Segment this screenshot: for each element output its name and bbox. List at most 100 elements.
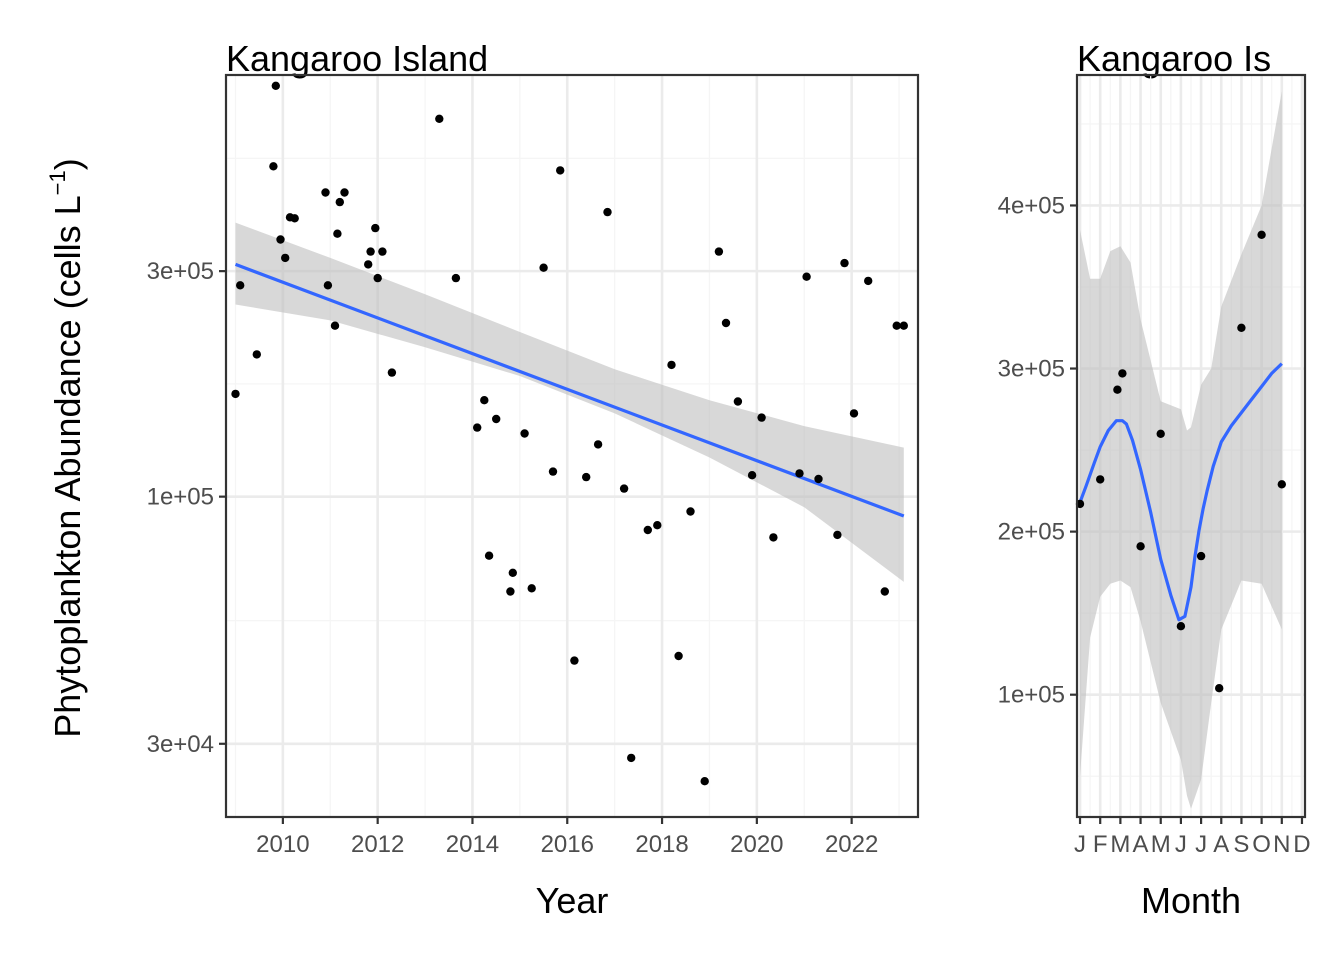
data-point bbox=[506, 587, 515, 596]
panel-year-x-axis: 2010 2012 2014 2016 2018 2020 2022 bbox=[256, 817, 878, 858]
data-point bbox=[473, 423, 482, 432]
x-tick-label: 2014 bbox=[446, 831, 499, 858]
data-point bbox=[333, 229, 342, 238]
data-point bbox=[527, 584, 536, 593]
panel-month-ribbon bbox=[1080, 91, 1282, 809]
data-point bbox=[1215, 684, 1224, 693]
data-point bbox=[582, 472, 591, 482]
y-tick-label: 1e+05 bbox=[147, 484, 214, 511]
panel-year-x-axis-title: Year bbox=[536, 880, 609, 921]
data-point bbox=[747, 471, 757, 480]
data-point bbox=[603, 207, 612, 217]
data-point bbox=[508, 568, 517, 577]
data-point bbox=[700, 777, 709, 786]
data-point bbox=[252, 350, 261, 359]
data-point bbox=[330, 321, 340, 330]
data-point bbox=[1156, 429, 1165, 438]
data-point bbox=[619, 484, 629, 493]
panel-year-border bbox=[224, 73, 920, 819]
x-tick-label: 2020 bbox=[730, 831, 783, 858]
data-point bbox=[627, 753, 636, 763]
data-point bbox=[653, 521, 662, 530]
data-point bbox=[686, 507, 695, 516]
data-point bbox=[714, 247, 724, 256]
data-point bbox=[757, 413, 766, 422]
data-point bbox=[864, 276, 873, 286]
x-tick-label: N bbox=[1273, 831, 1290, 858]
confidence-ribbon bbox=[1080, 91, 1282, 809]
data-point bbox=[520, 429, 529, 438]
data-point bbox=[231, 389, 240, 399]
data-point bbox=[321, 188, 330, 197]
x-tick-label: 2010 bbox=[256, 831, 309, 858]
data-point bbox=[795, 469, 804, 478]
panel-month-y-axis: 1e+05 2e+05 3e+05 4e+05 bbox=[998, 192, 1077, 709]
data-point bbox=[373, 273, 382, 283]
data-point bbox=[833, 530, 842, 540]
data-point bbox=[271, 81, 280, 91]
smooth-trend-line bbox=[1078, 362, 1283, 622]
data-point bbox=[570, 656, 579, 665]
data-point bbox=[492, 414, 501, 424]
data-point bbox=[721, 318, 731, 328]
panel-year-ribbon bbox=[235, 222, 904, 582]
y-tick-label: 3e+05 bbox=[147, 258, 214, 285]
data-point bbox=[276, 235, 285, 244]
panel-year-grid bbox=[226, 75, 918, 817]
x-tick-label: 2018 bbox=[635, 831, 688, 858]
panel-month-border bbox=[1075, 73, 1307, 819]
data-point bbox=[1237, 323, 1246, 332]
x-tick-label: 2016 bbox=[541, 831, 594, 858]
data-point bbox=[290, 214, 299, 223]
data-point bbox=[674, 651, 683, 661]
data-point bbox=[1176, 622, 1186, 631]
data-point bbox=[281, 253, 290, 263]
y-tick-label: 4e+05 bbox=[998, 192, 1065, 219]
x-tick-label: A bbox=[1133, 831, 1149, 858]
data-point bbox=[1113, 385, 1122, 394]
confidence-ribbon bbox=[235, 222, 904, 582]
x-tick-label: A bbox=[1213, 831, 1229, 858]
x-tick-label: J bbox=[1195, 831, 1207, 858]
data-point bbox=[548, 467, 558, 476]
x-tick-label: F bbox=[1093, 831, 1108, 858]
data-point bbox=[892, 321, 901, 330]
data-point bbox=[802, 272, 811, 281]
x-tick-label: J bbox=[1175, 831, 1187, 858]
panel-month-smooth bbox=[1078, 362, 1283, 622]
data-point bbox=[366, 247, 375, 256]
panel-year-y-axis: 3e+04 1e+05 3e+05 bbox=[147, 258, 226, 758]
x-tick-label: M bbox=[1151, 831, 1171, 858]
panel-year: Kangaroo Island 2010 2012 2014 2016 2018 2020… bbox=[147, 38, 920, 921]
data-point bbox=[733, 397, 743, 406]
data-point bbox=[371, 223, 380, 233]
data-point bbox=[335, 197, 344, 207]
data-point bbox=[364, 260, 373, 269]
x-tick-label: D bbox=[1293, 831, 1310, 858]
data-point bbox=[667, 360, 676, 370]
data-point bbox=[593, 440, 603, 449]
data-point bbox=[323, 281, 333, 290]
panel-year-smooth bbox=[234, 262, 905, 518]
panel-month-x-axis-title: Month bbox=[1141, 880, 1241, 921]
data-point bbox=[556, 166, 565, 175]
x-tick-label: O bbox=[1252, 831, 1271, 858]
data-point bbox=[899, 321, 908, 330]
y-axis-title: Phytoplankton Abundance (cells L−1) bbox=[45, 158, 88, 737]
x-tick-label: M bbox=[1110, 831, 1130, 858]
panel-month-title: Kangaroo Is bbox=[1077, 38, 1271, 79]
data-point bbox=[769, 533, 778, 542]
data-point bbox=[880, 587, 889, 596]
data-point bbox=[1196, 551, 1206, 561]
x-tick-label: J bbox=[1074, 831, 1086, 858]
x-tick-label: 2012 bbox=[351, 831, 404, 858]
data-point bbox=[1136, 542, 1145, 551]
y-axis-title-main: Phytoplankton Abundance (cells L bbox=[47, 195, 88, 737]
data-point bbox=[451, 273, 461, 283]
data-point bbox=[480, 396, 489, 405]
data-point bbox=[484, 551, 494, 560]
panel-year-title: Kangaroo Island bbox=[226, 38, 488, 79]
data-point bbox=[340, 188, 349, 197]
